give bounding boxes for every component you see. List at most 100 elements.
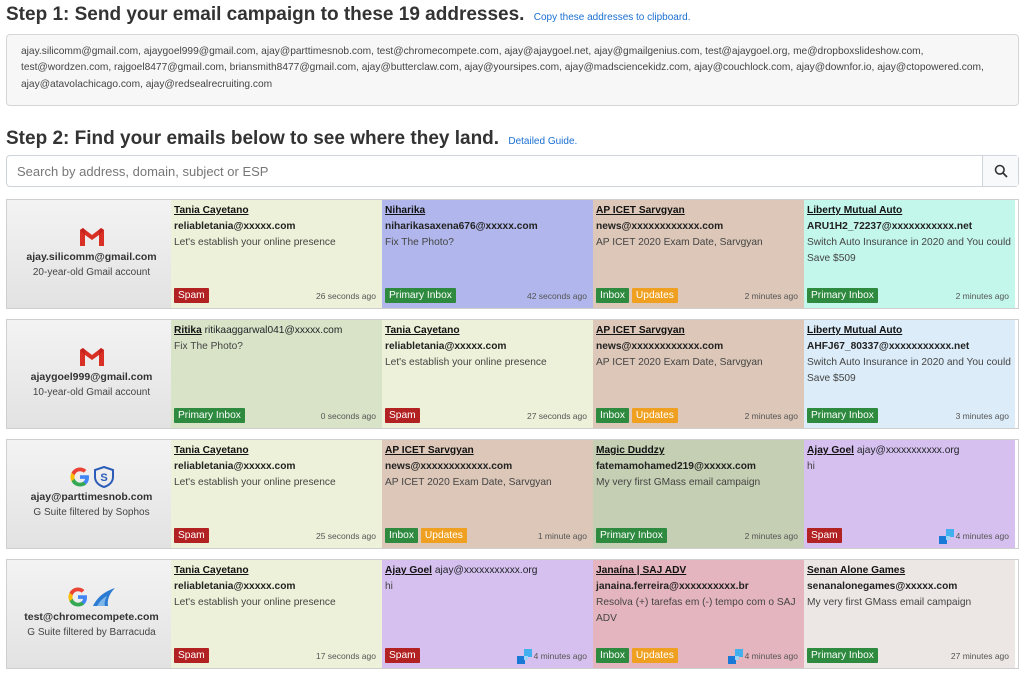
account-row: ajay.silicomm@gmail.com 20-year-old Gmail… [6, 199, 1019, 309]
time-ago: 27 minutes ago [950, 651, 1009, 661]
sender-address: ritikaaggarwal041@xxxxx.com [204, 325, 343, 336]
sender-name[interactable]: Janaína | SAJ ADV [596, 565, 687, 576]
account-row: test@chromecompete.com G Suite filtered b… [6, 559, 1019, 669]
detailed-guide-link[interactable]: Detailed Guide. [508, 136, 578, 147]
account-description: G Suite filtered by Barracuda [27, 627, 156, 638]
sender-name[interactable]: Magic Duddzy [596, 445, 665, 456]
spam-badge: Spam [385, 408, 420, 423]
received-time: 27 seconds ago [527, 408, 587, 424]
email-subject: Let's establish your online presence [174, 477, 336, 488]
email-result-cell[interactable]: Tania Cayetano reliabletania@xxxxx.com Let… [171, 440, 382, 548]
email-result-cell[interactable]: Liberty Mutual Auto ARU1H2_72237@xxxxxxxx… [804, 200, 1015, 308]
sender-name[interactable]: Niharika [385, 205, 426, 216]
email-subject: AP ICET 2020 Exam Date, Sarvgyan [596, 357, 763, 368]
inbox-badge: Inbox [596, 408, 629, 423]
sender-address: reliabletania@xxxxx.com [174, 461, 296, 472]
received-time: 4 minutes ago [938, 528, 1009, 544]
address-list: ajay.silicomm@gmail.com, ajaygoel999@gma… [6, 34, 1019, 106]
email-subject: Fix The Photo? [385, 237, 454, 248]
email-result-cell[interactable]: Liberty Mutual Auto AHFJ67_80337@xxxxxxxx… [804, 320, 1015, 428]
email-result-cell[interactable]: Ritika ritikaaggarwal041@xxxxx.com Fix Th… [171, 320, 382, 428]
received-time: 27 minutes ago [951, 648, 1009, 664]
updates-badge: Updates [420, 528, 467, 543]
step2-heading: Step 2: Find your emails below to see wh… [6, 128, 578, 149]
sender-address: news@xxxxxxxxxxxx.com [596, 341, 724, 352]
received-time: 2 minutes ago [956, 288, 1009, 304]
email-result-cell[interactable]: Ajay Goel ajay@xxxxxxxxxxx.org hi Spam 4 mi… [382, 560, 593, 668]
inbox-badge: Inbox [596, 648, 629, 663]
account-description: G Suite filtered by Sophos [33, 507, 150, 518]
time-ago: 2 minutes ago [744, 411, 798, 421]
primary-inbox-badge: Primary Inbox [807, 408, 878, 423]
sender-name[interactable]: Liberty Mutual Auto [807, 325, 903, 336]
received-time: 25 seconds ago [316, 528, 376, 544]
sender-address: senanalonegames@xxxxx.com [807, 581, 958, 592]
email-subject: AP ICET 2020 Exam Date, Sarvgyan [596, 237, 763, 248]
sender-name[interactable]: AP ICET Sarvgyan [596, 205, 685, 216]
sender-name[interactable]: AP ICET Sarvgyan [385, 445, 474, 456]
spam-badge: Spam [174, 648, 209, 663]
search-button[interactable] [982, 156, 1018, 186]
email-result-cell[interactable]: Niharika niharikasaxena676@xxxxx.com Fix T… [382, 200, 593, 308]
sender-name[interactable]: AP ICET Sarvgyan [596, 325, 685, 336]
received-time: 26 seconds ago [316, 288, 376, 304]
time-ago: 25 seconds ago [315, 531, 376, 541]
account-email: test@chromecompete.com [24, 611, 159, 623]
svg-text:S: S [100, 472, 107, 484]
email-subject: Switch Auto Insurance in 2020 and You co… [807, 357, 1011, 384]
email-subject: hi [807, 461, 815, 472]
grid-tag-icon [938, 528, 954, 544]
updates-badge: Updates [631, 408, 678, 423]
account-description: 10-year-old Gmail account [32, 387, 151, 398]
search-icon [994, 164, 1008, 178]
received-time: 1 minute ago [538, 528, 587, 544]
sender-address: reliabletania@xxxxx.com [385, 341, 507, 352]
email-result-cell[interactable]: AP ICET Sarvgyan news@xxxxxxxxxxxx.com AP … [382, 440, 593, 548]
sender-name[interactable]: Ritika [174, 325, 202, 336]
email-subject: hi [385, 581, 393, 592]
email-subject: Fix The Photo? [174, 341, 243, 352]
email-result-cell[interactable]: AP ICET Sarvgyan news@xxxxxxxxxxxx.com AP … [593, 320, 804, 428]
email-result-cell[interactable]: Magic Duddzy fatemamohamed219@xxxxx.com My… [593, 440, 804, 548]
search-input[interactable] [7, 156, 977, 186]
copy-addresses-link[interactable]: Copy these addresses to clipboard. [533, 12, 691, 23]
sender-name[interactable]: Liberty Mutual Auto [807, 205, 903, 216]
spam-badge: Spam [174, 288, 209, 303]
time-ago: 42 seconds ago [526, 291, 587, 301]
account-card: ajay.silicomm@gmail.com 20-year-old Gmail… [7, 200, 177, 308]
sender-name[interactable]: Ajay Goel [385, 565, 432, 576]
time-ago: 4 minutes ago [955, 531, 1009, 541]
gmail-icon [7, 226, 176, 248]
email-subject: Resolva (+) tarefas em (-) tempo com o S… [596, 597, 796, 624]
sender-address: news@xxxxxxxxxxxx.com [596, 221, 724, 232]
sender-name[interactable]: Ajay Goel [807, 445, 854, 456]
email-result-cell[interactable]: Senan Alone Games senanalonegames@xxxxx.c… [804, 560, 1015, 668]
spam-badge: Spam [807, 528, 842, 543]
time-ago: 17 seconds ago [315, 651, 376, 661]
sender-address: ajay@xxxxxxxxxxx.org [434, 565, 538, 576]
spam-badge: Spam [174, 528, 209, 543]
email-result-cell[interactable]: Ajay Goel ajay@xxxxxxxxxxx.org hi Spam 4 mi… [804, 440, 1015, 548]
email-result-cell[interactable]: Tania Cayetano reliabletania@xxxxx.com Let… [382, 320, 593, 428]
time-ago: 4 minutes ago [744, 651, 798, 661]
primary-inbox-badge: Primary Inbox [385, 288, 456, 303]
account-card: test@chromecompete.com G Suite filtered b… [7, 560, 177, 668]
email-result-cell[interactable]: AP ICET Sarvgyan news@xxxxxxxxxxxx.com AP … [593, 200, 804, 308]
sender-name[interactable]: Tania Cayetano [174, 205, 249, 216]
email-result-cell[interactable]: Janaína | SAJ ADV janaina.ferreira@xxxxxx… [593, 560, 804, 668]
primary-inbox-badge: Primary Inbox [807, 288, 878, 303]
received-time: 2 minutes ago [745, 288, 798, 304]
sender-name[interactable]: Senan Alone Games [807, 565, 906, 576]
sender-name[interactable]: Tania Cayetano [174, 565, 249, 576]
time-ago: 4 minutes ago [533, 651, 587, 661]
sender-name[interactable]: Tania Cayetano [174, 445, 249, 456]
sender-name[interactable]: Tania Cayetano [385, 325, 460, 336]
sender-address: reliabletania@xxxxx.com [174, 581, 296, 592]
account-email: ajaygoel999@gmail.com [30, 371, 153, 383]
email-result-cell[interactable]: Tania Cayetano reliabletania@xxxxx.com Let… [171, 200, 382, 308]
spam-badge: Spam [385, 648, 420, 663]
email-result-cell[interactable]: Tania Cayetano reliabletania@xxxxx.com Let… [171, 560, 382, 668]
account-card: ajaygoel999@gmail.com 10-year-old Gmail a… [7, 320, 177, 428]
